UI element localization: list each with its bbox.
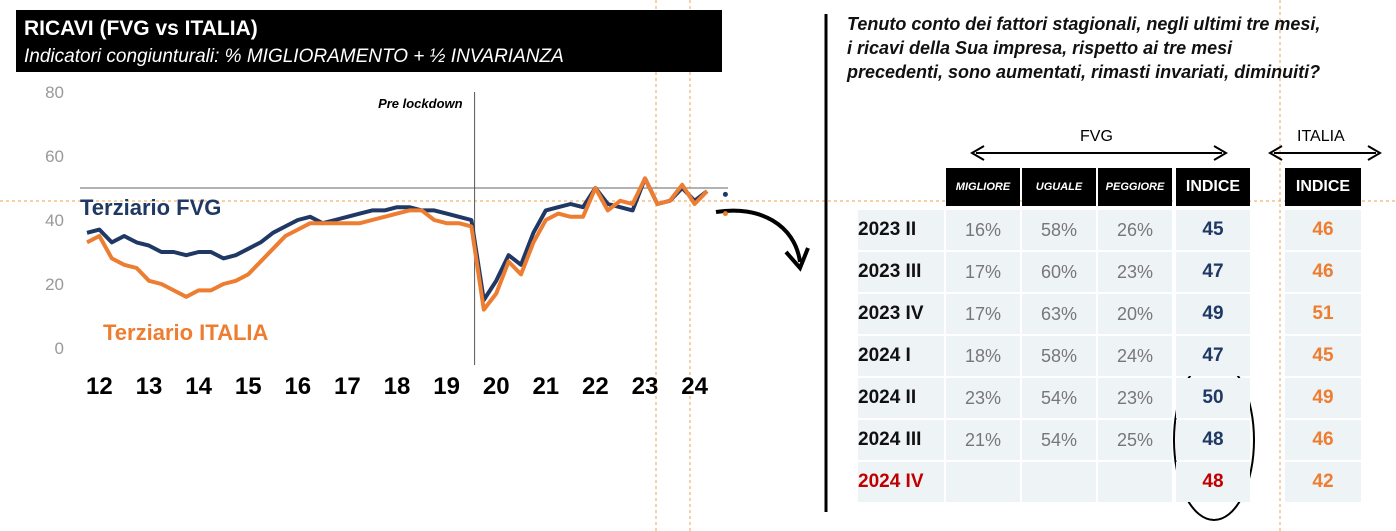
forecast-dot <box>722 191 728 197</box>
x-tick-label: 23 <box>632 373 659 400</box>
table-cell: 46 <box>1285 252 1361 292</box>
table-cell: 47 <box>1176 252 1250 292</box>
arrow-head <box>784 247 810 272</box>
row-label: 2023 III <box>858 252 944 292</box>
table-cell: 48 <box>1176 462 1250 502</box>
table-cell: 16% <box>946 210 1020 250</box>
series-line <box>86 176 709 302</box>
table-cell: 54% <box>1022 378 1096 418</box>
table-cell: 50 <box>1176 378 1250 418</box>
series-label: Terziario FVG <box>80 195 221 220</box>
series-label: Terziario ITALIA <box>103 320 269 345</box>
table-cell: 24% <box>1098 336 1172 376</box>
question-line: precedenti, sono aumentati, rimasti inva… <box>847 62 1321 82</box>
x-tick-label: 14 <box>185 373 212 400</box>
column-header: MIGLIORE <box>946 168 1020 206</box>
x-tick-label: 15 <box>235 373 262 400</box>
chart-subtitle: Indicatori congiunturali: % MIGLIORAMENT… <box>24 46 564 67</box>
row-label: 2024 I <box>858 336 944 376</box>
x-tick-label: 24 <box>681 373 708 400</box>
table-cell <box>1022 462 1096 502</box>
question-line: Tenuto conto dei fattori stagionali, neg… <box>847 14 1321 34</box>
table-cell: 60% <box>1022 252 1096 292</box>
y-tick-label: 60 <box>45 147 64 166</box>
table-cell: 54% <box>1022 420 1096 460</box>
x-tick-label: 19 <box>433 373 460 400</box>
y-tick-label: 80 <box>45 83 64 102</box>
title-box <box>16 10 722 72</box>
table-cell: 58% <box>1022 336 1096 376</box>
x-tick-label: 17 <box>334 373 361 400</box>
x-tick-label: 22 <box>582 373 609 400</box>
table-cell: 20% <box>1098 294 1172 334</box>
x-tick-label: 20 <box>483 373 510 400</box>
fvg-arrow-head <box>970 145 1228 161</box>
table-cell: 23% <box>946 378 1020 418</box>
y-tick-label: 40 <box>45 211 64 230</box>
table-cell: 49 <box>1285 378 1361 418</box>
y-tick-label: 0 <box>55 339 64 358</box>
table-cell: 23% <box>1098 252 1172 292</box>
x-tick-label: 13 <box>136 373 163 400</box>
question-line: i ricavi della Sua impresa, rispetto ai … <box>847 38 1233 58</box>
arrow <box>715 208 802 263</box>
table-cell: 63% <box>1022 294 1096 334</box>
column-header: UGUALE <box>1022 168 1096 206</box>
row-label: 2023 II <box>858 210 944 250</box>
group-label: FVG <box>1080 128 1113 145</box>
row-label: 2024 II <box>858 378 944 418</box>
table-cell: 25% <box>1098 420 1172 460</box>
table-cell: 58% <box>1022 210 1096 250</box>
column-header: INDICE <box>1176 168 1250 206</box>
chart-title: RICAVI (FVG vs ITALIA) <box>24 17 258 40</box>
x-tick-label: 18 <box>384 373 411 400</box>
annotation: Pre lockdown <box>378 96 463 111</box>
forecast-dot <box>722 211 728 217</box>
table-cell: 45 <box>1285 336 1361 376</box>
table-cell: 49 <box>1176 294 1250 334</box>
table-cell <box>946 462 1020 502</box>
y-tick-label: 20 <box>45 275 64 294</box>
table-cell: 17% <box>946 252 1020 292</box>
row-label: 2024 III <box>858 420 944 460</box>
table-cell: 45 <box>1176 210 1250 250</box>
x-tick-label: 16 <box>284 373 311 400</box>
table-cell: 46 <box>1285 210 1361 250</box>
table-cell: 48 <box>1176 420 1250 460</box>
table-cell: 42 <box>1285 462 1361 502</box>
column-header: PEGGIORE <box>1098 168 1172 206</box>
table-cell: 47 <box>1176 336 1250 376</box>
series-line <box>86 176 709 312</box>
x-tick-label: 21 <box>532 373 559 400</box>
table-cell: 18% <box>946 336 1020 376</box>
table-cell: 26% <box>1098 210 1172 250</box>
row-label: 2023 IV <box>858 294 944 334</box>
table-cell: 17% <box>946 294 1020 334</box>
italia-arrow-head <box>1268 145 1382 161</box>
table-cell: 46 <box>1285 420 1361 460</box>
table-cell: 21% <box>946 420 1020 460</box>
table-cell <box>1098 462 1172 502</box>
table-cell: 23% <box>1098 378 1172 418</box>
column-header: INDICE <box>1285 168 1361 206</box>
x-tick-label: 12 <box>86 373 113 400</box>
table-cell: 51 <box>1285 294 1361 334</box>
group-label: ITALIA <box>1297 128 1345 145</box>
row-label: 2024 IV <box>858 462 944 502</box>
